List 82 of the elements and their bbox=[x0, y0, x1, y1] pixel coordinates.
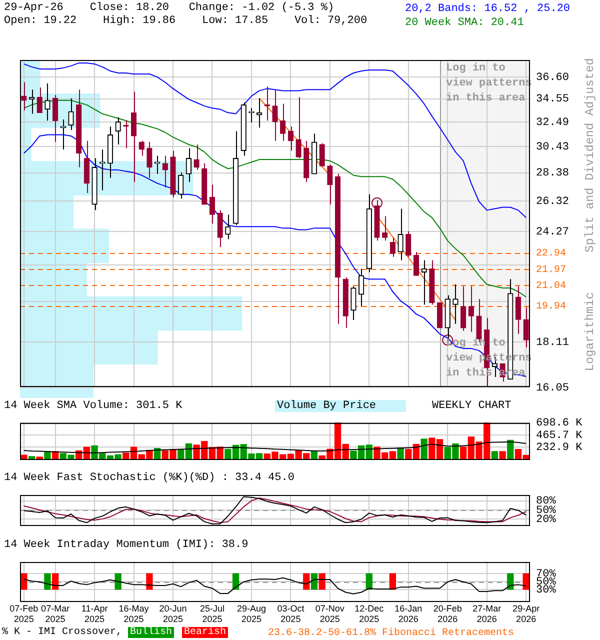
candlestick bbox=[398, 208, 404, 261]
y-tick-label: 26.32 bbox=[536, 196, 570, 208]
candlestick bbox=[280, 103, 286, 142]
ref-line-label: 22.94 bbox=[536, 248, 566, 260]
candlestick bbox=[194, 144, 200, 170]
candlestick bbox=[421, 260, 427, 306]
x-tick-label: 20-Feb 2026 bbox=[433, 603, 462, 624]
bar bbox=[397, 448, 404, 460]
legend-title: % K - IMI Crossover, bbox=[2, 627, 122, 638]
y-tick-label: 36.60 bbox=[536, 72, 570, 84]
text: Logarithmic bbox=[583, 292, 597, 372]
candlestick bbox=[413, 251, 420, 276]
x-tick-label: 27-Mar 2026 bbox=[472, 603, 502, 624]
y-axis-title: Split and Dividend Adjusted bbox=[583, 58, 597, 252]
candlestick bbox=[217, 210, 223, 248]
y-tick-label: 28.38 bbox=[536, 168, 570, 180]
candlestick bbox=[272, 89, 278, 142]
y-tick-label: 465.7 K bbox=[536, 430, 583, 442]
chart-subtitle: Open: 19.22 High: 19.86 Low: 17.85 Vol: 79,200 bbox=[4, 15, 368, 27]
y-tick-label: 698.6 K bbox=[536, 418, 583, 430]
text: Bullish bbox=[128, 627, 174, 638]
candlestick bbox=[256, 98, 262, 128]
y-tick-label: 34.55 bbox=[536, 94, 570, 106]
x-tick-label: 29-Apr 2026 bbox=[512, 603, 540, 624]
x-tick-label: 07-Mar 2025 bbox=[41, 603, 70, 624]
chart-title: 14 Week Intraday Momentum (IMI): 38.9 bbox=[4, 539, 248, 551]
x-tick-label: 20-Jun 2025 bbox=[159, 603, 187, 624]
x-tick-label: 03-Oct 2025 bbox=[277, 603, 305, 624]
ref-line-label: 19.94 bbox=[536, 301, 566, 312]
x-tick-label: 16-Jan 2026 bbox=[394, 603, 422, 624]
text: 20,2 Bands: 16.52 , 25.20 bbox=[405, 2, 570, 16]
candlestick bbox=[460, 286, 466, 332]
y-tick-label: 32.49 bbox=[536, 116, 570, 129]
candlestick bbox=[319, 142, 325, 167]
x-tick-label: 07-Nov 2025 bbox=[315, 603, 345, 624]
candlestick bbox=[350, 286, 356, 320]
bar bbox=[44, 452, 51, 460]
candlestick bbox=[115, 116, 121, 145]
text: WEEKLY CHART bbox=[432, 400, 512, 412]
x-tick-label: 11-Apr 2025 bbox=[81, 603, 108, 624]
x-tick-label: 29-Aug 2025 bbox=[236, 603, 266, 624]
candlestick bbox=[468, 286, 474, 332]
y-tick-label: 232.9 K bbox=[536, 442, 583, 454]
ref-line-label: 21.04 bbox=[536, 281, 566, 292]
chart-title: 14 Week SMA Volume: 301.5 K bbox=[4, 400, 182, 412]
candlestick bbox=[288, 126, 294, 152]
candlestick bbox=[209, 184, 216, 224]
bar bbox=[28, 456, 36, 460]
y-tick-label: 16.05 bbox=[536, 382, 570, 394]
candlestick bbox=[130, 91, 137, 182]
candlestick bbox=[382, 216, 388, 242]
text: 20 Week SMA: 20.41 bbox=[405, 16, 525, 30]
y-tick-label: 20% bbox=[536, 514, 556, 526]
x-tick-label: 12-Dec 2025 bbox=[354, 603, 384, 624]
candlestick bbox=[390, 237, 396, 258]
x-tick-label: 16-May 2025 bbox=[118, 603, 150, 624]
text: Bearish bbox=[182, 627, 228, 638]
chart-title: 29-Apr-26 Close: 18.20 Change: -1.02 (-5.3 %) bbox=[4, 2, 334, 14]
candlestick bbox=[327, 164, 333, 205]
x-tick-label: 25-Jul 2025 bbox=[200, 603, 224, 624]
y-tick-label: 24.27 bbox=[536, 226, 570, 239]
text: Volume By Price bbox=[275, 400, 406, 412]
bar bbox=[491, 451, 498, 460]
bar bbox=[420, 438, 428, 460]
y-tick-label: 30.43 bbox=[536, 141, 570, 154]
text: 23.6-38.2-50-61.8% Fibonacci Retracements bbox=[268, 628, 514, 640]
candlestick bbox=[523, 306, 529, 348]
bar bbox=[507, 440, 514, 460]
candlestick bbox=[358, 268, 364, 307]
candlestick bbox=[225, 214, 231, 240]
bar bbox=[499, 451, 506, 460]
candlestick bbox=[162, 155, 168, 188]
candlestick bbox=[21, 82, 27, 111]
candlestick bbox=[296, 96, 302, 159]
ref-line-label: 21.97 bbox=[536, 264, 566, 276]
chart-title: 14 Week Fast Stochastic (%K)(%D) : 33.4 45.0 bbox=[4, 472, 294, 484]
y-tick-label: 18.11 bbox=[536, 336, 570, 349]
candlestick bbox=[515, 286, 522, 334]
x-tick-label: 07-Feb 2025 bbox=[10, 603, 38, 624]
candlestick bbox=[138, 140, 144, 156]
candlestick bbox=[452, 284, 458, 324]
candlestick bbox=[406, 230, 412, 258]
